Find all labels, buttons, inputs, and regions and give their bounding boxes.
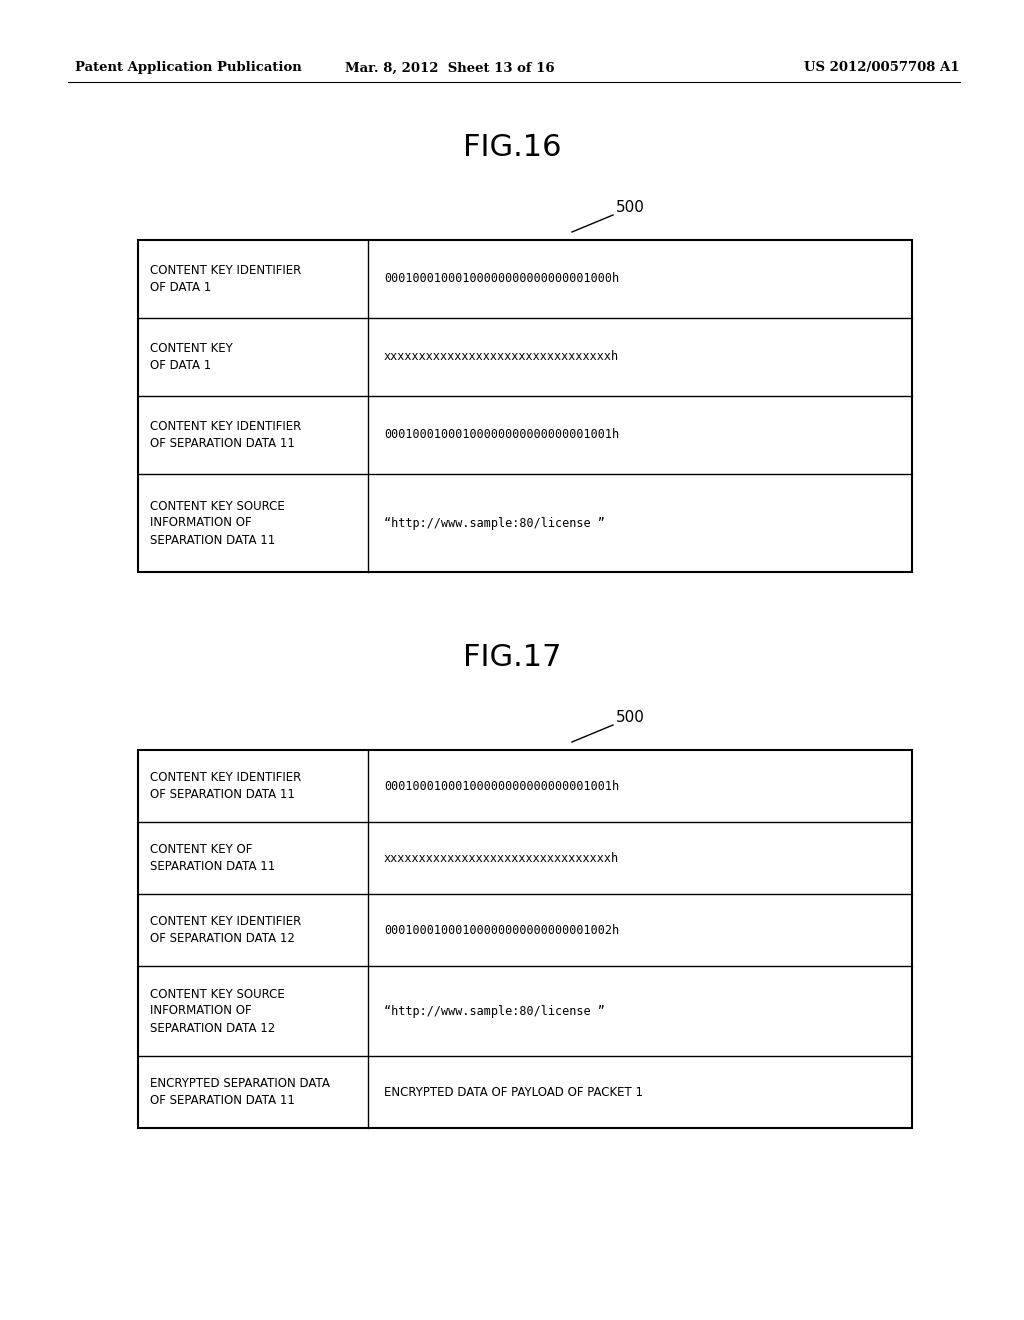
Text: 00010001000100000000000000001000h: 00010001000100000000000000001000h bbox=[384, 272, 620, 285]
Text: ENCRYPTED SEPARATION DATA
OF SEPARATION DATA 11: ENCRYPTED SEPARATION DATA OF SEPARATION … bbox=[150, 1077, 330, 1107]
Text: xxxxxxxxxxxxxxxxxxxxxxxxxxxxxxxxh: xxxxxxxxxxxxxxxxxxxxxxxxxxxxxxxxh bbox=[384, 851, 620, 865]
Text: “http://www.sample:80/license ”: “http://www.sample:80/license ” bbox=[384, 1005, 605, 1018]
Text: CONTENT KEY SOURCE
INFORMATION OF
SEPARATION DATA 11: CONTENT KEY SOURCE INFORMATION OF SEPARA… bbox=[150, 499, 285, 546]
Text: CONTENT KEY IDENTIFIER
OF SEPARATION DATA 11: CONTENT KEY IDENTIFIER OF SEPARATION DAT… bbox=[150, 420, 301, 450]
Text: CONTENT KEY OF
SEPARATION DATA 11: CONTENT KEY OF SEPARATION DATA 11 bbox=[150, 843, 275, 873]
Text: CONTENT KEY SOURCE
INFORMATION OF
SEPARATION DATA 12: CONTENT KEY SOURCE INFORMATION OF SEPARA… bbox=[150, 987, 285, 1035]
Text: CONTENT KEY IDENTIFIER
OF DATA 1: CONTENT KEY IDENTIFIER OF DATA 1 bbox=[150, 264, 301, 294]
Text: ENCRYPTED DATA OF PAYLOAD OF PACKET 1: ENCRYPTED DATA OF PAYLOAD OF PACKET 1 bbox=[384, 1085, 643, 1098]
Text: FIG.17: FIG.17 bbox=[463, 644, 561, 672]
Text: US 2012/0057708 A1: US 2012/0057708 A1 bbox=[805, 62, 961, 74]
Text: “http://www.sample:80/license ”: “http://www.sample:80/license ” bbox=[384, 516, 605, 529]
Text: Patent Application Publication: Patent Application Publication bbox=[75, 62, 302, 74]
Text: 00010001000100000000000000001002h: 00010001000100000000000000001002h bbox=[384, 924, 620, 936]
Text: 00010001000100000000000000001001h: 00010001000100000000000000001001h bbox=[384, 429, 620, 441]
Text: 500: 500 bbox=[615, 710, 644, 726]
Text: 00010001000100000000000000001001h: 00010001000100000000000000001001h bbox=[384, 780, 620, 792]
Text: CONTENT KEY IDENTIFIER
OF SEPARATION DATA 12: CONTENT KEY IDENTIFIER OF SEPARATION DAT… bbox=[150, 915, 301, 945]
Text: xxxxxxxxxxxxxxxxxxxxxxxxxxxxxxxxh: xxxxxxxxxxxxxxxxxxxxxxxxxxxxxxxxh bbox=[384, 351, 620, 363]
Text: Mar. 8, 2012  Sheet 13 of 16: Mar. 8, 2012 Sheet 13 of 16 bbox=[345, 62, 555, 74]
Text: FIG.16: FIG.16 bbox=[463, 133, 561, 162]
Text: 500: 500 bbox=[615, 201, 644, 215]
Text: CONTENT KEY IDENTIFIER
OF SEPARATION DATA 11: CONTENT KEY IDENTIFIER OF SEPARATION DAT… bbox=[150, 771, 301, 801]
Text: CONTENT KEY
OF DATA 1: CONTENT KEY OF DATA 1 bbox=[150, 342, 232, 372]
